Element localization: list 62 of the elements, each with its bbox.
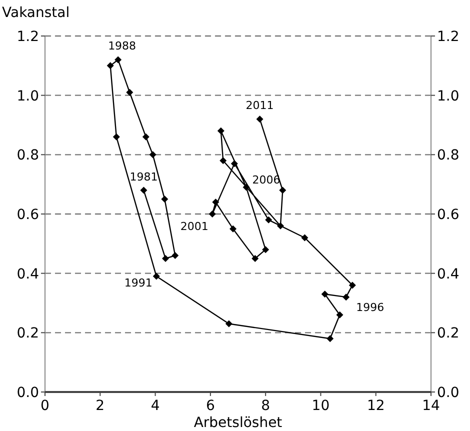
point xyxy=(242,184,250,191)
x-tick-label: 12 xyxy=(366,398,385,414)
point xyxy=(279,186,286,194)
point xyxy=(326,335,334,342)
annotation: 1988 xyxy=(108,40,136,53)
point xyxy=(208,210,216,218)
y-tick-label: 0.6 xyxy=(16,207,40,223)
point xyxy=(217,127,224,134)
y2-tick-label: 0.4 xyxy=(437,266,460,282)
x-tick-label: 0 xyxy=(40,398,50,414)
y2-tick-label: 0.0 xyxy=(437,385,460,401)
point xyxy=(262,246,270,254)
point xyxy=(321,290,328,298)
point xyxy=(230,225,237,232)
x-tick-label: 6 xyxy=(206,398,215,414)
point xyxy=(256,116,264,123)
annotation: 2011 xyxy=(246,99,274,112)
point xyxy=(142,133,150,140)
point xyxy=(265,216,272,224)
y-tick-label: 0.4 xyxy=(16,266,40,282)
y2-tick-label: 0.6 xyxy=(437,207,460,223)
point xyxy=(252,255,259,262)
point xyxy=(225,320,232,328)
point xyxy=(126,88,134,96)
y2-tick-label: 0.8 xyxy=(437,148,460,164)
point xyxy=(162,255,169,262)
annotation: 2001 xyxy=(180,220,208,233)
point xyxy=(276,222,284,230)
point xyxy=(348,282,356,289)
x-axis-title: Arbetslöshet xyxy=(194,415,283,431)
y-axis-title: Vakanstal xyxy=(2,5,70,21)
x-tick-label: 8 xyxy=(261,398,270,414)
x-tick-label: 2 xyxy=(96,398,105,414)
point xyxy=(114,56,122,64)
point xyxy=(149,151,156,158)
x-tick-label: 10 xyxy=(312,398,330,414)
point xyxy=(161,196,168,203)
y2-tick-label: 0.2 xyxy=(437,326,460,342)
annotation: 1996 xyxy=(356,301,384,314)
annotation: 1981 xyxy=(130,170,158,184)
y-tick-label: 0.0 xyxy=(16,385,39,401)
y-tick-label: 1.2 xyxy=(16,29,39,45)
x-tick-label: 14 xyxy=(422,398,440,414)
point xyxy=(230,160,238,168)
x-tick-label: 4 xyxy=(150,398,160,414)
y2-tick-label: 1.2 xyxy=(437,29,460,45)
y2-tick-label: 1.0 xyxy=(437,88,460,104)
y-tick-label: 0.8 xyxy=(16,148,39,164)
point xyxy=(152,272,160,280)
point xyxy=(336,311,344,318)
point xyxy=(220,157,227,164)
point xyxy=(342,294,350,301)
annotation: 2006 xyxy=(252,173,280,186)
point xyxy=(301,234,308,242)
point xyxy=(112,133,120,140)
point xyxy=(140,186,148,194)
y-tick-label: 0.2 xyxy=(16,326,39,342)
point xyxy=(172,252,179,260)
point xyxy=(212,198,220,206)
point xyxy=(106,62,114,70)
y-tick-label: 1.0 xyxy=(16,88,39,104)
annotation: 1991 xyxy=(124,276,152,290)
